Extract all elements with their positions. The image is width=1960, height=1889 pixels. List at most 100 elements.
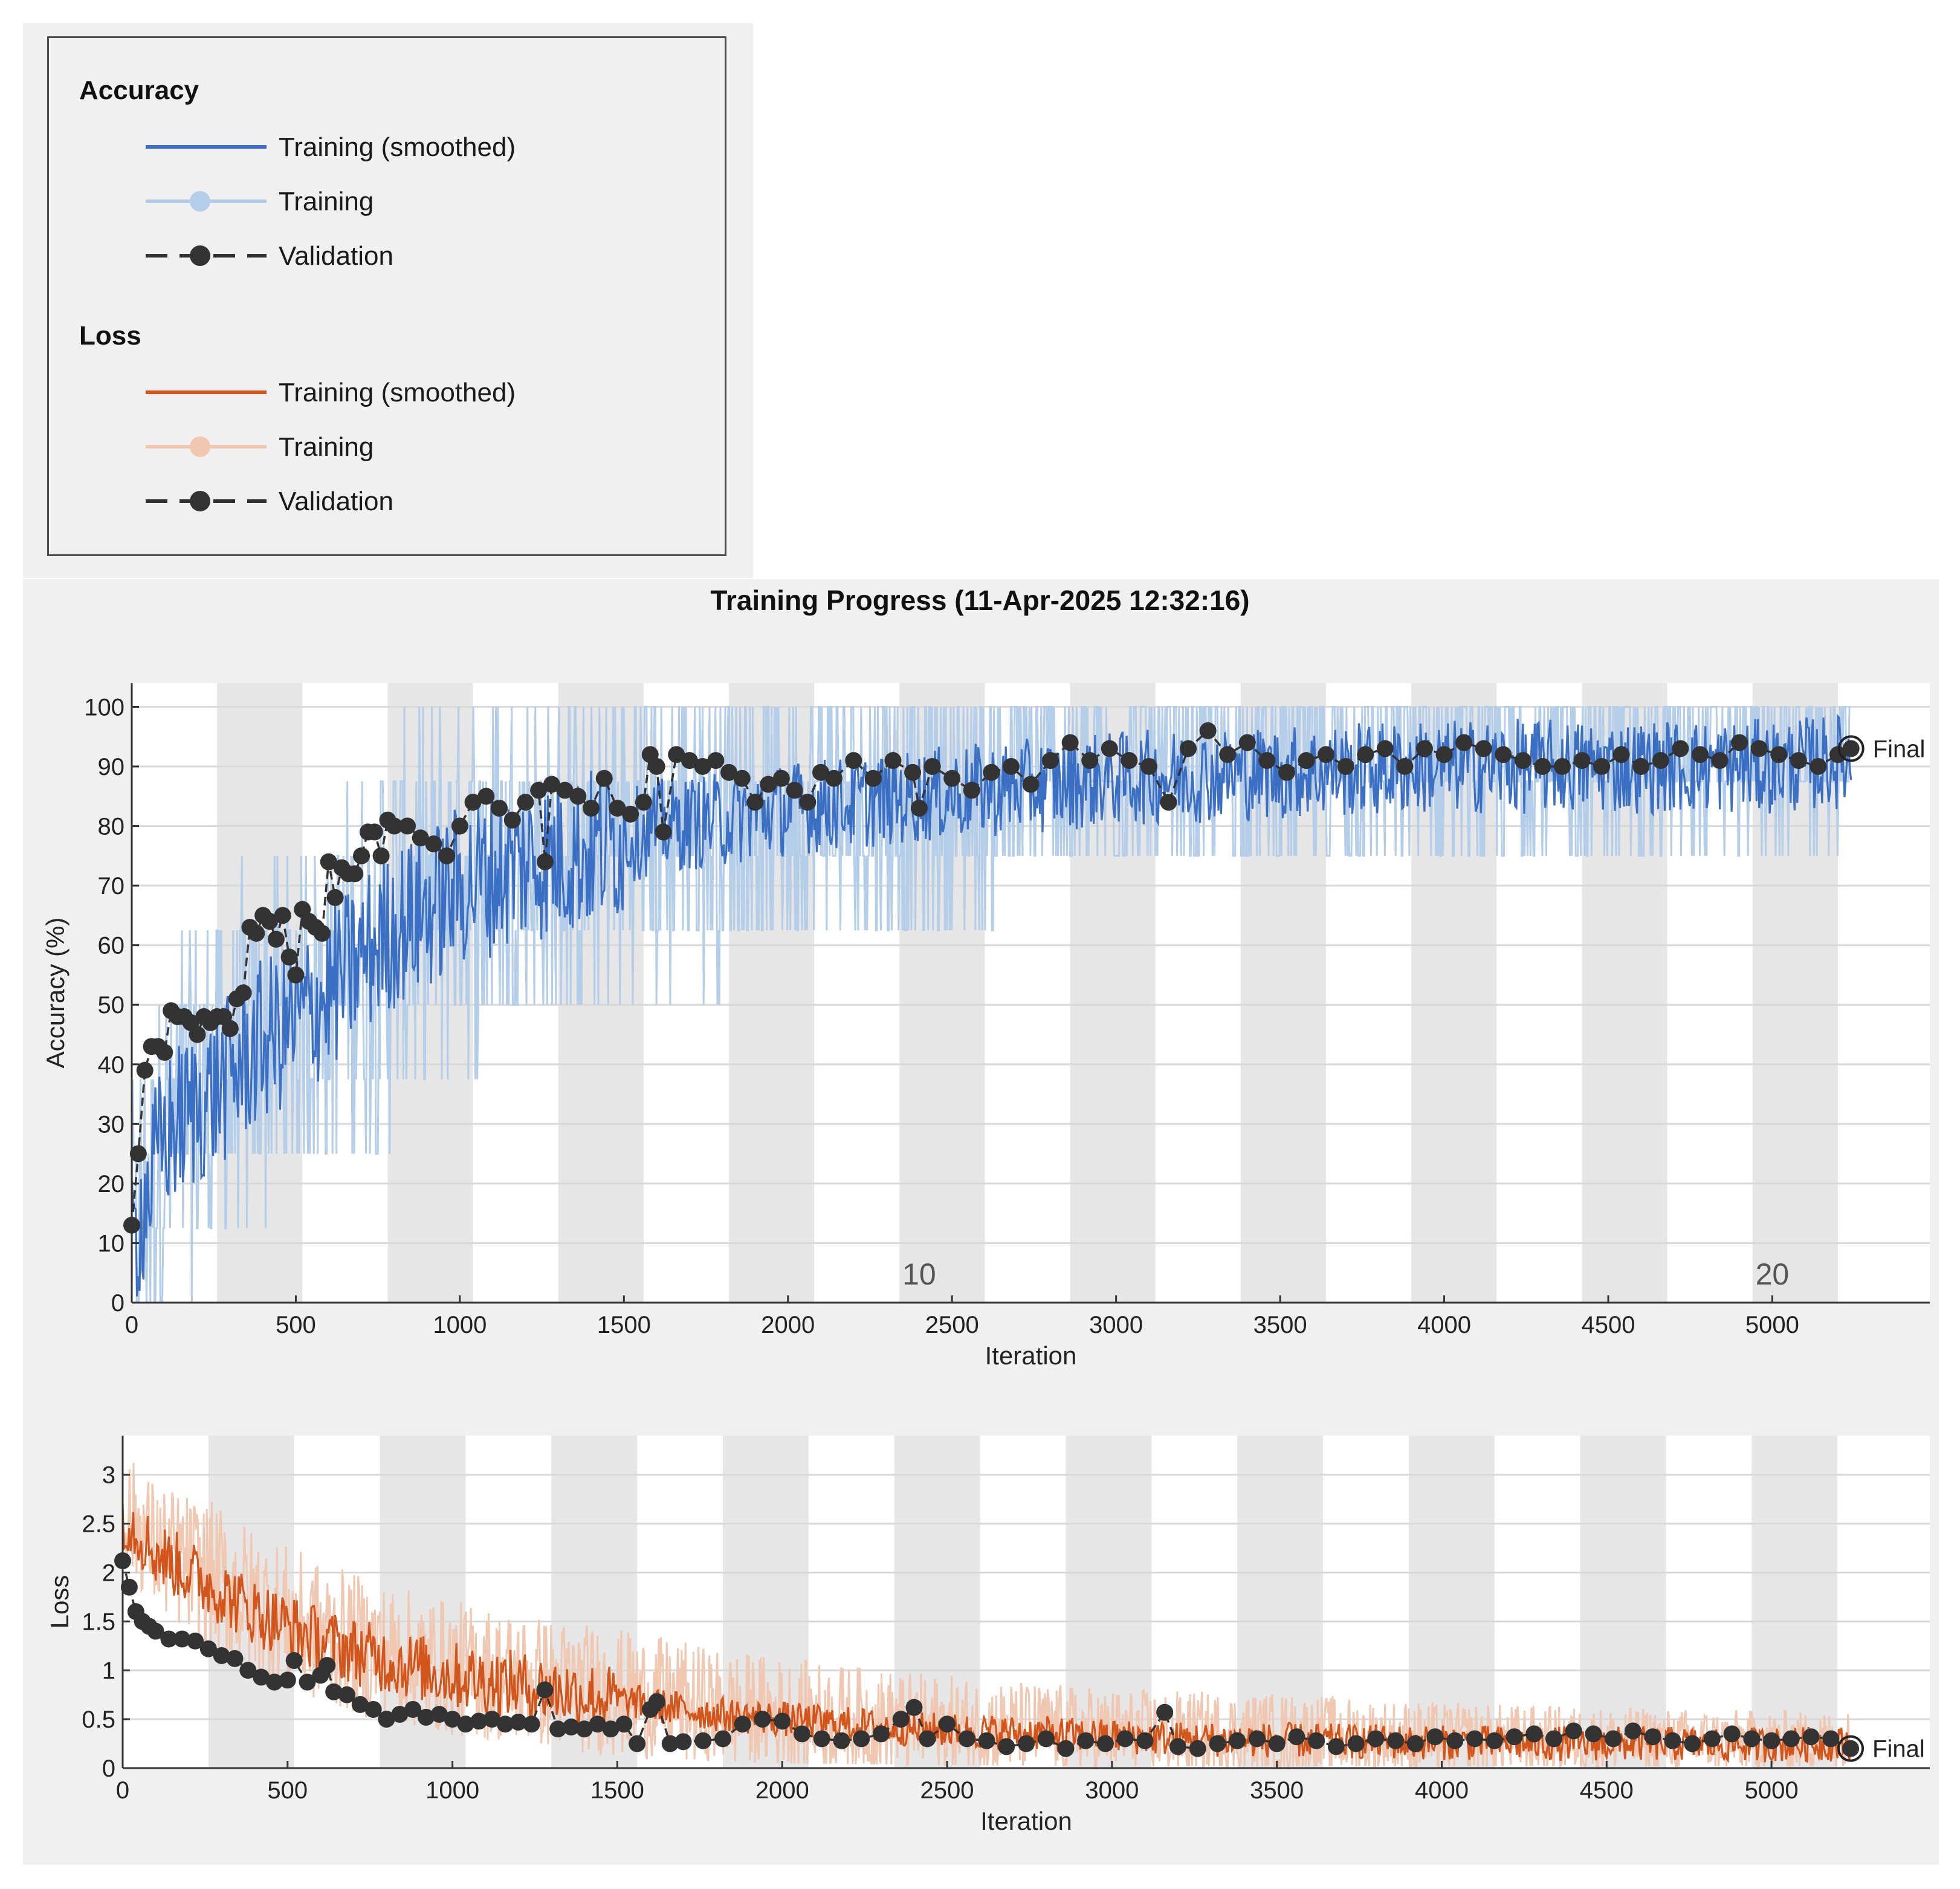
validation-point: [583, 799, 600, 817]
validation-point: [1180, 740, 1197, 757]
validation-point: [575, 1720, 593, 1738]
x-tick-label: 1500: [590, 1777, 644, 1804]
validation-point: [904, 763, 922, 781]
validation-point: [609, 799, 626, 817]
validation-point: [1298, 752, 1315, 770]
epoch-label: 10: [902, 1257, 936, 1291]
y-tick-label: 20: [98, 1171, 125, 1197]
validation-point: [338, 1686, 356, 1703]
legend-label: Training: [279, 187, 374, 216]
validation-point: [1002, 757, 1020, 775]
validation-point: [1096, 1735, 1114, 1752]
validation-point: [1446, 1732, 1464, 1749]
validation-point: [1101, 740, 1118, 757]
x-tick-label: 1000: [433, 1312, 487, 1338]
legend-label: Validation: [279, 241, 393, 271]
validation-point: [404, 1700, 422, 1718]
validation-point: [173, 1630, 191, 1648]
validation-point: [661, 1735, 679, 1752]
validation-point: [1081, 752, 1099, 770]
validation-point: [622, 805, 639, 823]
validation-point: [364, 1700, 382, 1718]
validation-point: [213, 1647, 230, 1664]
validation-point: [1199, 722, 1217, 739]
validation-point: [320, 853, 337, 870]
chart-title: Training Progress (11-Apr-2025 12:32:16): [710, 585, 1250, 616]
validation-point: [799, 794, 817, 811]
y-tick-label: 2: [102, 1560, 115, 1586]
validation-point: [353, 847, 370, 864]
y-tick-label: 0: [102, 1755, 115, 1782]
y-tick-label: 80: [98, 814, 125, 840]
validation-point: [265, 1673, 283, 1691]
validation-point: [267, 930, 285, 948]
validation-point: [1545, 1730, 1562, 1748]
legend-label: Validation: [279, 487, 393, 516]
y-tick-label: 1: [102, 1657, 115, 1684]
y-tick-label: 90: [98, 754, 125, 780]
x-tick-label: 1500: [597, 1312, 651, 1338]
validation-point: [279, 1671, 296, 1689]
x-tick-label: 0: [125, 1312, 138, 1338]
validation-point: [1037, 1730, 1055, 1748]
validation-point: [1308, 1732, 1325, 1749]
validation-point: [1624, 1722, 1641, 1740]
validation-point: [1042, 752, 1059, 770]
x-tick-label: 3500: [1250, 1777, 1304, 1804]
validation-point: [503, 811, 521, 829]
validation-point: [884, 752, 902, 770]
validation-point: [226, 1650, 244, 1667]
validation-point: [760, 776, 777, 793]
validation-point: [958, 1730, 975, 1748]
validation-point: [156, 1044, 173, 1061]
validation-point: [615, 1716, 633, 1733]
validation-point: [451, 817, 468, 835]
validation-point: [496, 1716, 514, 1733]
y-tick-label: 100: [84, 694, 125, 721]
final-label: Final: [1873, 736, 1926, 762]
x-tick-label: 2000: [761, 1312, 815, 1338]
validation-point: [556, 782, 574, 799]
validation-point: [234, 984, 252, 1002]
validation-point: [491, 799, 508, 817]
y-axis-label: Loss: [45, 1575, 74, 1629]
validation-point: [1387, 1732, 1405, 1749]
validation-point: [720, 763, 738, 781]
validation-point: [978, 1732, 995, 1749]
validation-point: [1376, 740, 1394, 757]
y-tick-label: 60: [98, 933, 125, 959]
validation-point: [1455, 734, 1473, 751]
accuracy-training-line: [131, 705, 1851, 1304]
validation-point: [746, 794, 764, 811]
legend-line-blue-smoothed: [146, 145, 267, 149]
validation-point: [872, 1725, 890, 1743]
validation-point: [1077, 1732, 1095, 1749]
validation-point: [1632, 757, 1650, 775]
legend-item-loss-validation: Validation: [49, 483, 714, 519]
x-tick-label: 5000: [1745, 1777, 1799, 1804]
validation-point: [1672, 740, 1689, 757]
validation-point: [812, 763, 830, 781]
validation-point: [253, 1668, 270, 1686]
validation-point: [1156, 1703, 1174, 1721]
validation-point: [187, 1632, 204, 1650]
validation-point: [910, 799, 928, 817]
validation-point: [1140, 757, 1157, 775]
validation-point: [939, 1716, 956, 1733]
validation-point: [543, 776, 560, 793]
validation-point: [530, 782, 548, 799]
validation-point: [733, 770, 751, 787]
validation-point: [655, 823, 672, 841]
validation-point: [589, 1716, 606, 1733]
validation-point: [595, 770, 613, 787]
validation-point: [1495, 746, 1512, 763]
x-tick-label: 1000: [425, 1777, 479, 1804]
validation-point: [681, 752, 698, 770]
final-marker: [1837, 1735, 1865, 1762]
validation-point: [1553, 757, 1571, 775]
validation-point: [1743, 1730, 1761, 1748]
validation-point: [648, 1693, 665, 1710]
validation-point: [1652, 752, 1669, 770]
validation-point: [346, 865, 364, 883]
